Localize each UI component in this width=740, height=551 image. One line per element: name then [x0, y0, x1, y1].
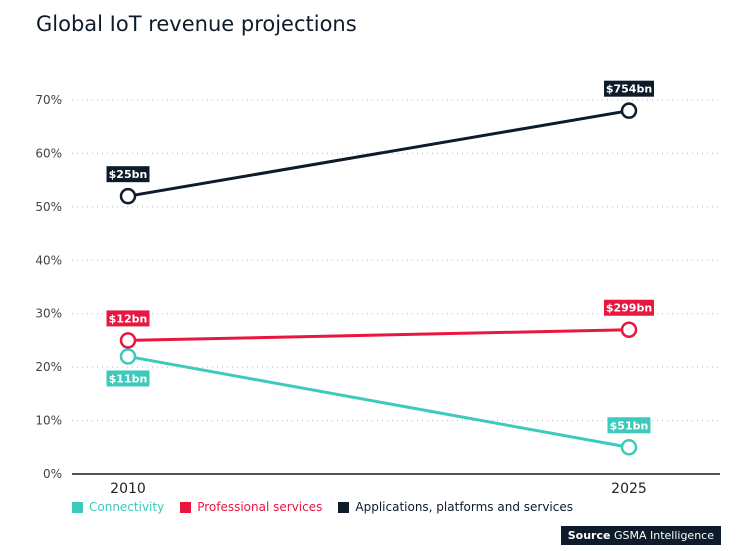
series-connectivity: $11bn $51bn [106, 348, 651, 456]
data-label-box [607, 417, 651, 434]
legend-item: Professional services [180, 500, 322, 514]
y-tick-label: 40% [35, 253, 62, 267]
y-axis-ticks: 0% 10% 20% 30% 40% 50% 60% 70% [35, 93, 62, 481]
grid-lines [72, 99, 720, 422]
legend-item: Applications, platforms and services [338, 500, 573, 514]
x-tick-label: 2025 [611, 481, 647, 497]
chart-title: Global IoT revenue projections [36, 12, 357, 36]
y-tick-label: 20% [35, 360, 62, 374]
source-name: GSMA Intelligence [613, 529, 714, 542]
data-label-box [604, 299, 654, 316]
y-tick-label: 10% [35, 414, 62, 428]
data-point [119, 187, 137, 205]
legend: Connectivity Professional services Applica… [72, 500, 573, 514]
legend-label: Connectivity [89, 500, 165, 514]
legend-swatch [338, 501, 350, 513]
legend-item: Connectivity [72, 500, 164, 514]
series-professional-services: $12bn $299bn [106, 299, 654, 349]
data-point [620, 439, 638, 456]
data-label: $754bn [606, 83, 652, 96]
data-label: $11bn [109, 372, 148, 385]
y-tick-label: 30% [35, 307, 62, 321]
data-label: $25bn [109, 168, 148, 181]
data-label: $299bn [606, 302, 652, 315]
data-label-box [106, 310, 150, 327]
data-point [119, 332, 137, 349]
data-point [620, 102, 638, 119]
source-prefix: Source [567, 529, 611, 542]
data-label: $51bn [610, 419, 649, 432]
series-applications-platforms-and-services: $25bn $754bn [106, 80, 654, 205]
legend-swatch [72, 501, 83, 513]
series-line [127, 109, 630, 198]
legend-label: Applications, platforms and services [355, 500, 573, 514]
y-tick-label: 60% [35, 146, 62, 160]
y-tick-label: 50% [35, 200, 62, 214]
data-label-box [106, 166, 150, 183]
x-tick-label: 2010 [110, 481, 146, 497]
data-label: $12bn [109, 312, 148, 325]
legend-swatch [180, 501, 192, 513]
data-point [119, 348, 137, 365]
data-point [620, 321, 638, 338]
source-badge: Source GSMA Intelligence [560, 526, 721, 545]
data-label-box [106, 370, 150, 387]
series-group: $11bn $51bn $12bn $299bn $25bn $754bn [106, 80, 654, 456]
series-line [127, 354, 630, 449]
data-label-box [604, 80, 654, 97]
legend-label: Professional services [197, 500, 323, 514]
series-line [127, 328, 630, 342]
y-tick-label: 0% [43, 467, 62, 481]
x-axis-ticks: 2010 2025 [110, 481, 647, 497]
y-tick-label: 70% [35, 93, 62, 107]
